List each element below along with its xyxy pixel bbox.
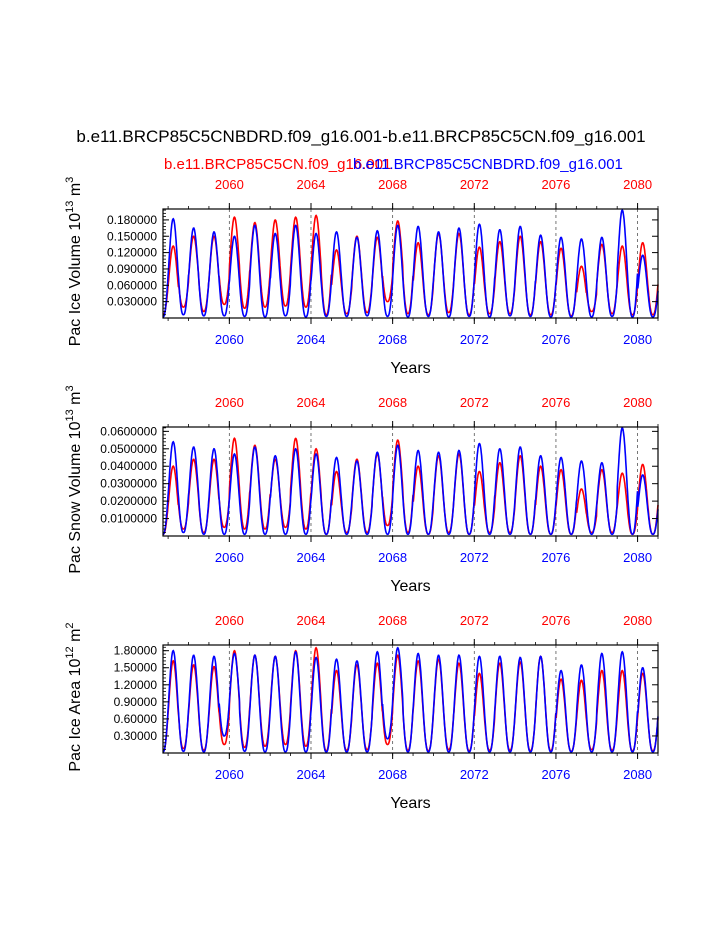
x-tick-label-top: 2072 <box>460 177 489 192</box>
x-tick-label-top: 2060 <box>215 395 244 410</box>
x-tick-label-bottom: 2080 <box>623 332 652 347</box>
x-tick-label-top: 2080 <box>623 613 652 628</box>
x-tick-label-top: 2076 <box>541 395 570 410</box>
x-tick-label-top: 2068 <box>378 613 407 628</box>
chart-title: b.e11.BRCP85C5CNBDRD.f09_g16.001-b.e11.B… <box>76 127 645 146</box>
y-axis-label: Pac Ice Volume 1013 m3 <box>64 177 84 347</box>
y-tick-label: 0.0500000 <box>100 442 157 456</box>
x-tick-label-bottom: 2076 <box>541 550 570 565</box>
y-tick-label: 1.50000 <box>114 661 158 675</box>
y-tick-label: 0.0100000 <box>100 512 157 526</box>
x-tick-label-bottom: 2080 <box>623 550 652 565</box>
legend-red-label: b.e11.BRCP85C5CN.f09_g16.001 <box>164 156 391 173</box>
x-tick-label-bottom: 2064 <box>297 332 326 347</box>
y-tick-label: 0.0300000 <box>100 477 157 491</box>
x-tick-label-top: 2064 <box>297 177 326 192</box>
x-tick-label-top: 2076 <box>541 613 570 628</box>
y-tick-label: 0.120000 <box>107 246 157 260</box>
x-tick-label-top: 2068 <box>378 177 407 192</box>
y-tick-label: 0.150000 <box>107 229 157 243</box>
series-line-red <box>162 214 659 317</box>
y-tick-label: 0.180000 <box>107 213 157 227</box>
x-tick-label-top: 2068 <box>378 395 407 410</box>
x-tick-label-bottom: 2072 <box>460 332 489 347</box>
x-tick-label-top: 2064 <box>297 613 326 628</box>
y-axis-label: Pac Snow Volume 1013 m3 <box>64 385 84 573</box>
y-tick-label: 0.0600000 <box>100 424 157 438</box>
x-tick-label-bottom: 2072 <box>460 767 489 782</box>
y-tick-label: 0.90000 <box>114 695 158 709</box>
panel-ice-area: 0.30000 0.60000 0.90000 1.20000 1.50000 1.800… <box>64 613 659 812</box>
y-tick-label: 0.030000 <box>107 295 157 309</box>
x-tick-label-bottom: 2068 <box>378 550 407 565</box>
plot-frame <box>162 208 659 319</box>
legend-blue-label: b.e11.BRCP85C5CNBDRD.f09_g16.001 <box>353 156 623 173</box>
x-tick-label-bottom: 2060 <box>215 332 244 347</box>
x-tick-label-bottom: 2068 <box>378 332 407 347</box>
plot-frame <box>162 426 659 537</box>
x-tick-label-bottom: 2064 <box>297 767 326 782</box>
x-tick-label-top: 2080 <box>623 395 652 410</box>
y-tick-label: 0.0200000 <box>100 494 157 508</box>
x-tick-label-top: 2064 <box>297 395 326 410</box>
y-tick-label: 0.30000 <box>114 729 158 743</box>
x-tick-label-bottom: 2080 <box>623 767 652 782</box>
x-tick-label-bottom: 2076 <box>541 332 570 347</box>
y-tick-label: 0.60000 <box>114 712 158 726</box>
x-tick-label-bottom: 2076 <box>541 767 570 782</box>
plot-frame <box>162 644 659 754</box>
series-line-blue <box>162 426 659 536</box>
y-tick-label: 0.090000 <box>107 262 157 276</box>
x-tick-label-top: 2080 <box>623 177 652 192</box>
x-tick-label-bottom: 2060 <box>215 550 244 565</box>
x-tick-label-bottom: 2060 <box>215 767 244 782</box>
x-axis-label: Years <box>390 360 430 377</box>
x-tick-label-bottom: 2072 <box>460 550 489 565</box>
panel-ice-volume: 0.030000 0.060000 0.090000 0.120000 0.150000… <box>64 177 659 377</box>
x-tick-label-top: 2060 <box>215 177 244 192</box>
y-axis-label: Pac Ice Area 1012 m2 <box>64 622 84 771</box>
x-tick-label-top: 2072 <box>460 613 489 628</box>
x-tick-label-top: 2076 <box>541 177 570 192</box>
x-tick-label-top: 2072 <box>460 395 489 410</box>
y-tick-label: 0.0400000 <box>100 459 157 473</box>
y-tick-label: 1.20000 <box>114 678 158 692</box>
y-tick-label: 0.060000 <box>107 278 157 292</box>
x-axis-label: Years <box>390 795 430 812</box>
x-tick-label-bottom: 2064 <box>297 550 326 565</box>
series-line-blue <box>162 208 659 318</box>
x-tick-label-bottom: 2068 <box>378 767 407 782</box>
x-axis-label: Years <box>390 578 430 595</box>
series-line-blue <box>162 646 659 753</box>
x-tick-label-top: 2060 <box>215 613 244 628</box>
y-tick-label: 1.80000 <box>114 644 158 658</box>
panel-snow-volume: 0.0100000 0.0200000 0.0300000 0.0400000 0.05… <box>64 385 659 595</box>
